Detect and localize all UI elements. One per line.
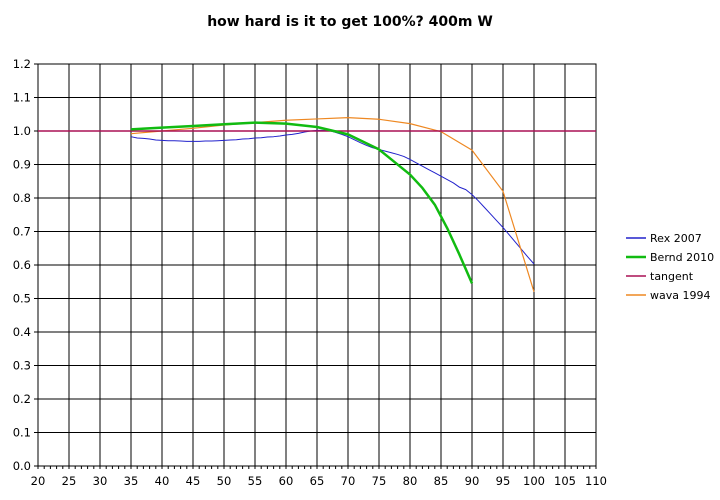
x-tick-label: 90	[465, 474, 480, 488]
y-tick-label: 0.1	[13, 426, 31, 440]
x-tick-label: 55	[248, 474, 263, 488]
y-tick-label: 0.8	[13, 191, 31, 205]
x-tick-label: 65	[310, 474, 325, 488]
axes: 20 25 30 35 40 45 50 55 60 65 70 75 80 85 90 95 100 105 11…	[13, 57, 607, 488]
y-tick-label: 0.6	[13, 258, 31, 272]
x-tick-label: 100	[523, 474, 545, 488]
y-tick-label: 0.5	[13, 292, 31, 306]
y-tick-label: 0.4	[13, 325, 31, 339]
legend-label-tangent: tangent	[650, 270, 694, 283]
x-tick-label: 45	[186, 474, 201, 488]
y-tick-label: 0.0	[13, 459, 31, 473]
plot-frame	[37, 63, 597, 467]
x-tick-label: 110	[585, 474, 607, 488]
x-tick-label: 60	[279, 474, 294, 488]
y-tick-label: 1.1	[13, 91, 31, 105]
x-tick-label: 30	[93, 474, 108, 488]
x-tick-label: 50	[217, 474, 232, 488]
x-tick-label: 80	[403, 474, 418, 488]
y-tick-label: 1.0	[13, 124, 31, 138]
y-tick-label: 0.9	[13, 158, 31, 172]
legend-label-wava-1994: wava 1994	[650, 289, 710, 302]
x-tick-label: 95	[496, 474, 511, 488]
y-tick-label: 0.2	[13, 392, 31, 406]
series-line-bernd-2010	[130, 121, 474, 284]
x-tick-label: 75	[372, 474, 387, 488]
x-tick-label: 85	[434, 474, 449, 488]
series-line-wava-1994	[130, 116, 535, 292]
x-tick-label: 35	[124, 474, 139, 488]
y-tick-label: 1.2	[13, 57, 31, 71]
chart-title: how hard is it to get 100%? 400m W	[207, 14, 493, 30]
legend-label-rex-2007: Rex 2007	[650, 232, 702, 245]
legend-label-bernd-2010: Bernd 2010	[650, 251, 714, 264]
y-tick-label: 0.7	[13, 225, 31, 239]
grid	[37, 63, 597, 467]
x-tick-label: 105	[554, 474, 576, 488]
legend: Rex 2007 Bernd 2010 tangent wava 1994	[626, 232, 714, 302]
x-tick-label: 25	[62, 474, 77, 488]
x-tick-label: 70	[341, 474, 356, 488]
x-tick-label: 40	[155, 474, 170, 488]
series-lines	[38, 116, 596, 292]
x-tick-label: 20	[31, 474, 46, 488]
y-tick-label: 0.3	[13, 359, 31, 373]
